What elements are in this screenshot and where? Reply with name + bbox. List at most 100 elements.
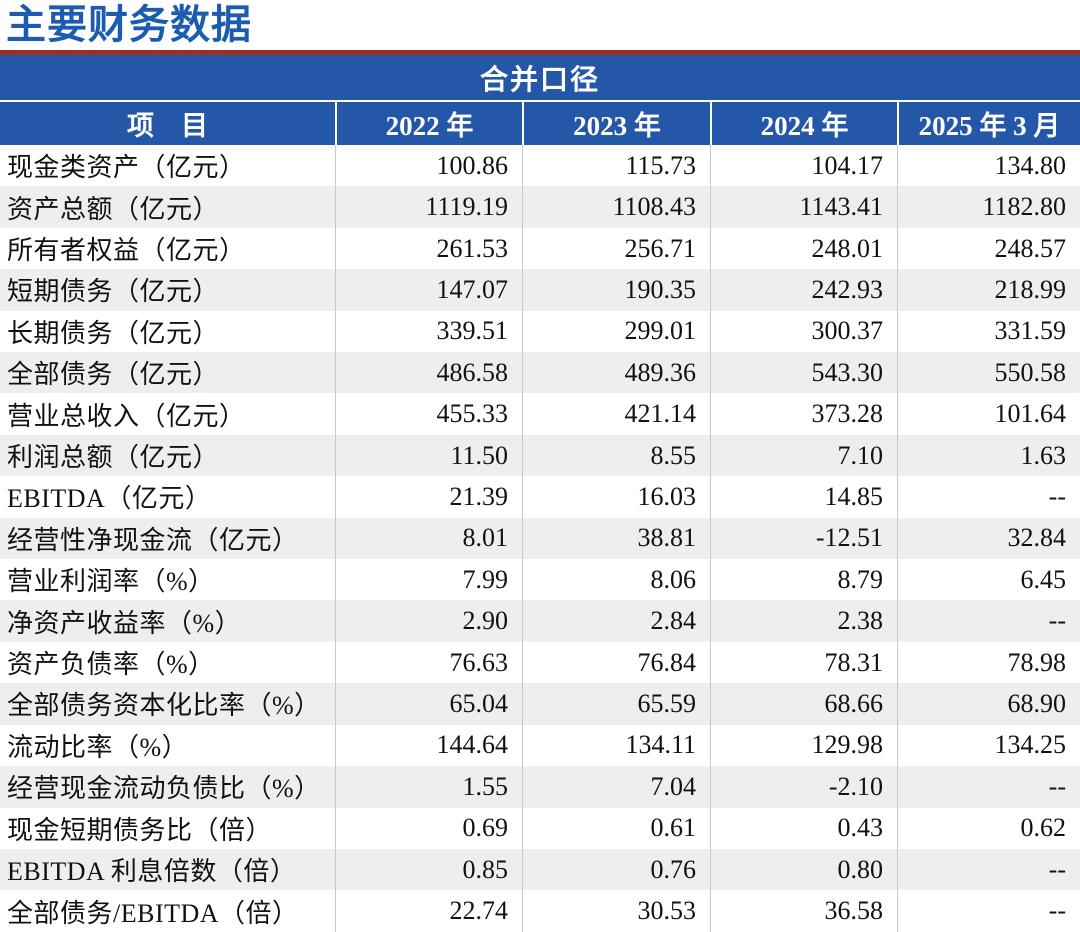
value-cell-2024: 2.38 (710, 600, 897, 642)
value-cell-2025-mar: -- (897, 848, 1080, 891)
value-cell-2025-mar: 78.98 (897, 641, 1080, 684)
table-row: 短期债务（亿元） 147.07 190.35 242.93 218.99 (0, 269, 1080, 311)
value-cell-2024: 242.93 (710, 269, 897, 311)
value-cell-2023: 7.04 (522, 766, 710, 808)
value-cell-2023: 421.14 (522, 393, 710, 435)
value-cell-2025-mar: -- (897, 600, 1080, 642)
row-label: 营业总收入（亿元） (7, 401, 246, 431)
value-cell-2023: 299.01 (522, 310, 710, 353)
table-row: 营业总收入（亿元） 455.33 421.14 373.28 101.64 (0, 393, 1080, 435)
row-label: 资产负债率（%） (7, 650, 215, 680)
value-cell-2025-mar: 550.58 (897, 352, 1080, 394)
value-cell-2024: 0.80 (710, 848, 897, 891)
table-row: 全部债务资本化比率（%） 65.04 65.59 68.66 68.90 (0, 683, 1080, 725)
row-label: 所有者权益（亿元） (7, 236, 246, 266)
value-cell-2022: 1.55 (335, 766, 522, 808)
row-label: 净资产收益率（%） (7, 608, 242, 638)
value-cell-2022: 76.63 (335, 641, 522, 684)
value-cell-2023: 0.61 (522, 807, 710, 849)
column-header-2024: 2024 年 (710, 102, 897, 145)
table-row: 资产总额（亿元） 1119.19 1108.43 1143.41 1182.80 (0, 186, 1080, 228)
row-label: EBITDA（亿元） (7, 484, 212, 514)
value-cell-2024: 78.31 (710, 641, 897, 684)
table-header-row: 项 目 2022 年 2023 年 2024 年 2025 年 3 月 (0, 102, 1080, 145)
row-label: 长期债务（亿元） (7, 318, 220, 348)
value-cell-2025-mar: 134.80 (897, 145, 1080, 187)
row-label: 流动比率（%） (7, 732, 189, 762)
value-cell-2025-mar: 134.25 (897, 724, 1080, 767)
value-cell-2025-mar: 32.84 (897, 517, 1080, 560)
value-cell-2025-mar: 218.99 (897, 269, 1080, 311)
value-cell-2023: 65.59 (522, 683, 710, 725)
value-cell-2025-mar: 101.64 (897, 393, 1080, 435)
value-cell-2023: 8.06 (522, 559, 710, 601)
value-cell-2024: 104.17 (710, 145, 897, 187)
value-cell-2024: 8.79 (710, 559, 897, 601)
value-cell-2025-mar: 6.45 (897, 559, 1080, 601)
value-cell-2025-mar: 331.59 (897, 310, 1080, 353)
row-label: EBITDA 利息倍数（倍） (7, 857, 297, 887)
row-label: 短期债务（亿元） (7, 277, 220, 307)
row-label: 现金类资产（亿元） (7, 153, 246, 183)
value-cell-2023: 38.81 (522, 517, 710, 560)
value-cell-2025-mar: 0.62 (897, 807, 1080, 849)
table-row: 所有者权益（亿元） 261.53 256.71 248.01 248.57 (0, 227, 1080, 270)
table-caption-band: 合并口径 (0, 55, 1080, 102)
value-cell-2022: 261.53 (335, 227, 522, 270)
row-label: 经营性净现金流（亿元） (7, 525, 299, 555)
value-cell-2022: 65.04 (335, 683, 522, 725)
value-cell-2022: 0.69 (335, 807, 522, 849)
value-cell-2022: 455.33 (335, 393, 522, 435)
table-row: 现金类资产（亿元） 100.86 115.73 104.17 134.80 (0, 145, 1080, 187)
table-row: 资产负债率（%） 76.63 76.84 78.31 78.98 (0, 641, 1080, 684)
value-cell-2024: 129.98 (710, 724, 897, 767)
value-cell-2025-mar: 1182.80 (897, 186, 1080, 228)
value-cell-2023: 8.55 (522, 434, 710, 477)
value-cell-2023: 76.84 (522, 641, 710, 684)
table-row: 全部债务/EBITDA（倍） 22.74 30.53 36.58 -- (0, 890, 1080, 932)
table-row: 现金短期债务比（倍） 0.69 0.61 0.43 0.62 (0, 807, 1080, 849)
value-cell-2022: 21.39 (335, 476, 522, 518)
row-label: 经营现金流动负债比（%） (7, 774, 321, 804)
value-cell-2022: 339.51 (335, 310, 522, 353)
column-header-2022: 2022 年 (335, 102, 522, 145)
column-header-item: 项 目 (127, 111, 208, 141)
value-cell-2022: 8.01 (335, 517, 522, 560)
value-cell-2023: 115.73 (522, 145, 710, 187)
row-label: 全部债务/EBITDA（倍） (7, 898, 299, 928)
value-cell-2022: 7.99 (335, 559, 522, 601)
value-cell-2022: 147.07 (335, 269, 522, 311)
value-cell-2023: 16.03 (522, 476, 710, 518)
table-row: 全部债务（亿元） 486.58 489.36 543.30 550.58 (0, 352, 1080, 394)
value-cell-2025-mar: 1.63 (897, 434, 1080, 477)
value-cell-2023: 190.35 (522, 269, 710, 311)
table-row: 经营性净现金流（亿元） 8.01 38.81 -12.51 32.84 (0, 517, 1080, 560)
value-cell-2024: 373.28 (710, 393, 897, 435)
title-block: 主要财务数据 (0, 0, 1080, 50)
value-cell-2025-mar: -- (897, 890, 1080, 932)
value-cell-2023: 1108.43 (522, 186, 710, 228)
value-cell-2025-mar: 68.90 (897, 683, 1080, 725)
value-cell-2024: 300.37 (710, 310, 897, 353)
value-cell-2025-mar: -- (897, 766, 1080, 808)
row-label: 现金短期债务比（倍） (7, 815, 273, 845)
value-cell-2024: 68.66 (710, 683, 897, 725)
page-title: 主要财务数据 (6, 3, 252, 47)
value-cell-2024: 543.30 (710, 352, 897, 394)
value-cell-2022: 486.58 (335, 352, 522, 394)
top-rule-divider (0, 50, 1080, 55)
value-cell-2023: 0.76 (522, 848, 710, 891)
row-label: 全部债务（亿元） (7, 360, 220, 390)
row-label: 全部债务资本化比率（%） (7, 691, 321, 721)
value-cell-2022: 1119.19 (335, 186, 522, 228)
value-cell-2022: 100.86 (335, 145, 522, 187)
table-body: 现金类资产（亿元） 100.86 115.73 104.17 134.80 资产总额（亿元… (0, 145, 1080, 932)
row-label: 营业利润率（%） (7, 567, 215, 597)
value-cell-2022: 22.74 (335, 890, 522, 932)
table-row: EBITDA 利息倍数（倍） 0.85 0.76 0.80 -- (0, 848, 1080, 891)
row-label: 资产总额（亿元） (7, 194, 220, 224)
value-cell-2023: 134.11 (522, 724, 710, 767)
value-cell-2023: 489.36 (522, 352, 710, 394)
value-cell-2022: 11.50 (335, 434, 522, 477)
